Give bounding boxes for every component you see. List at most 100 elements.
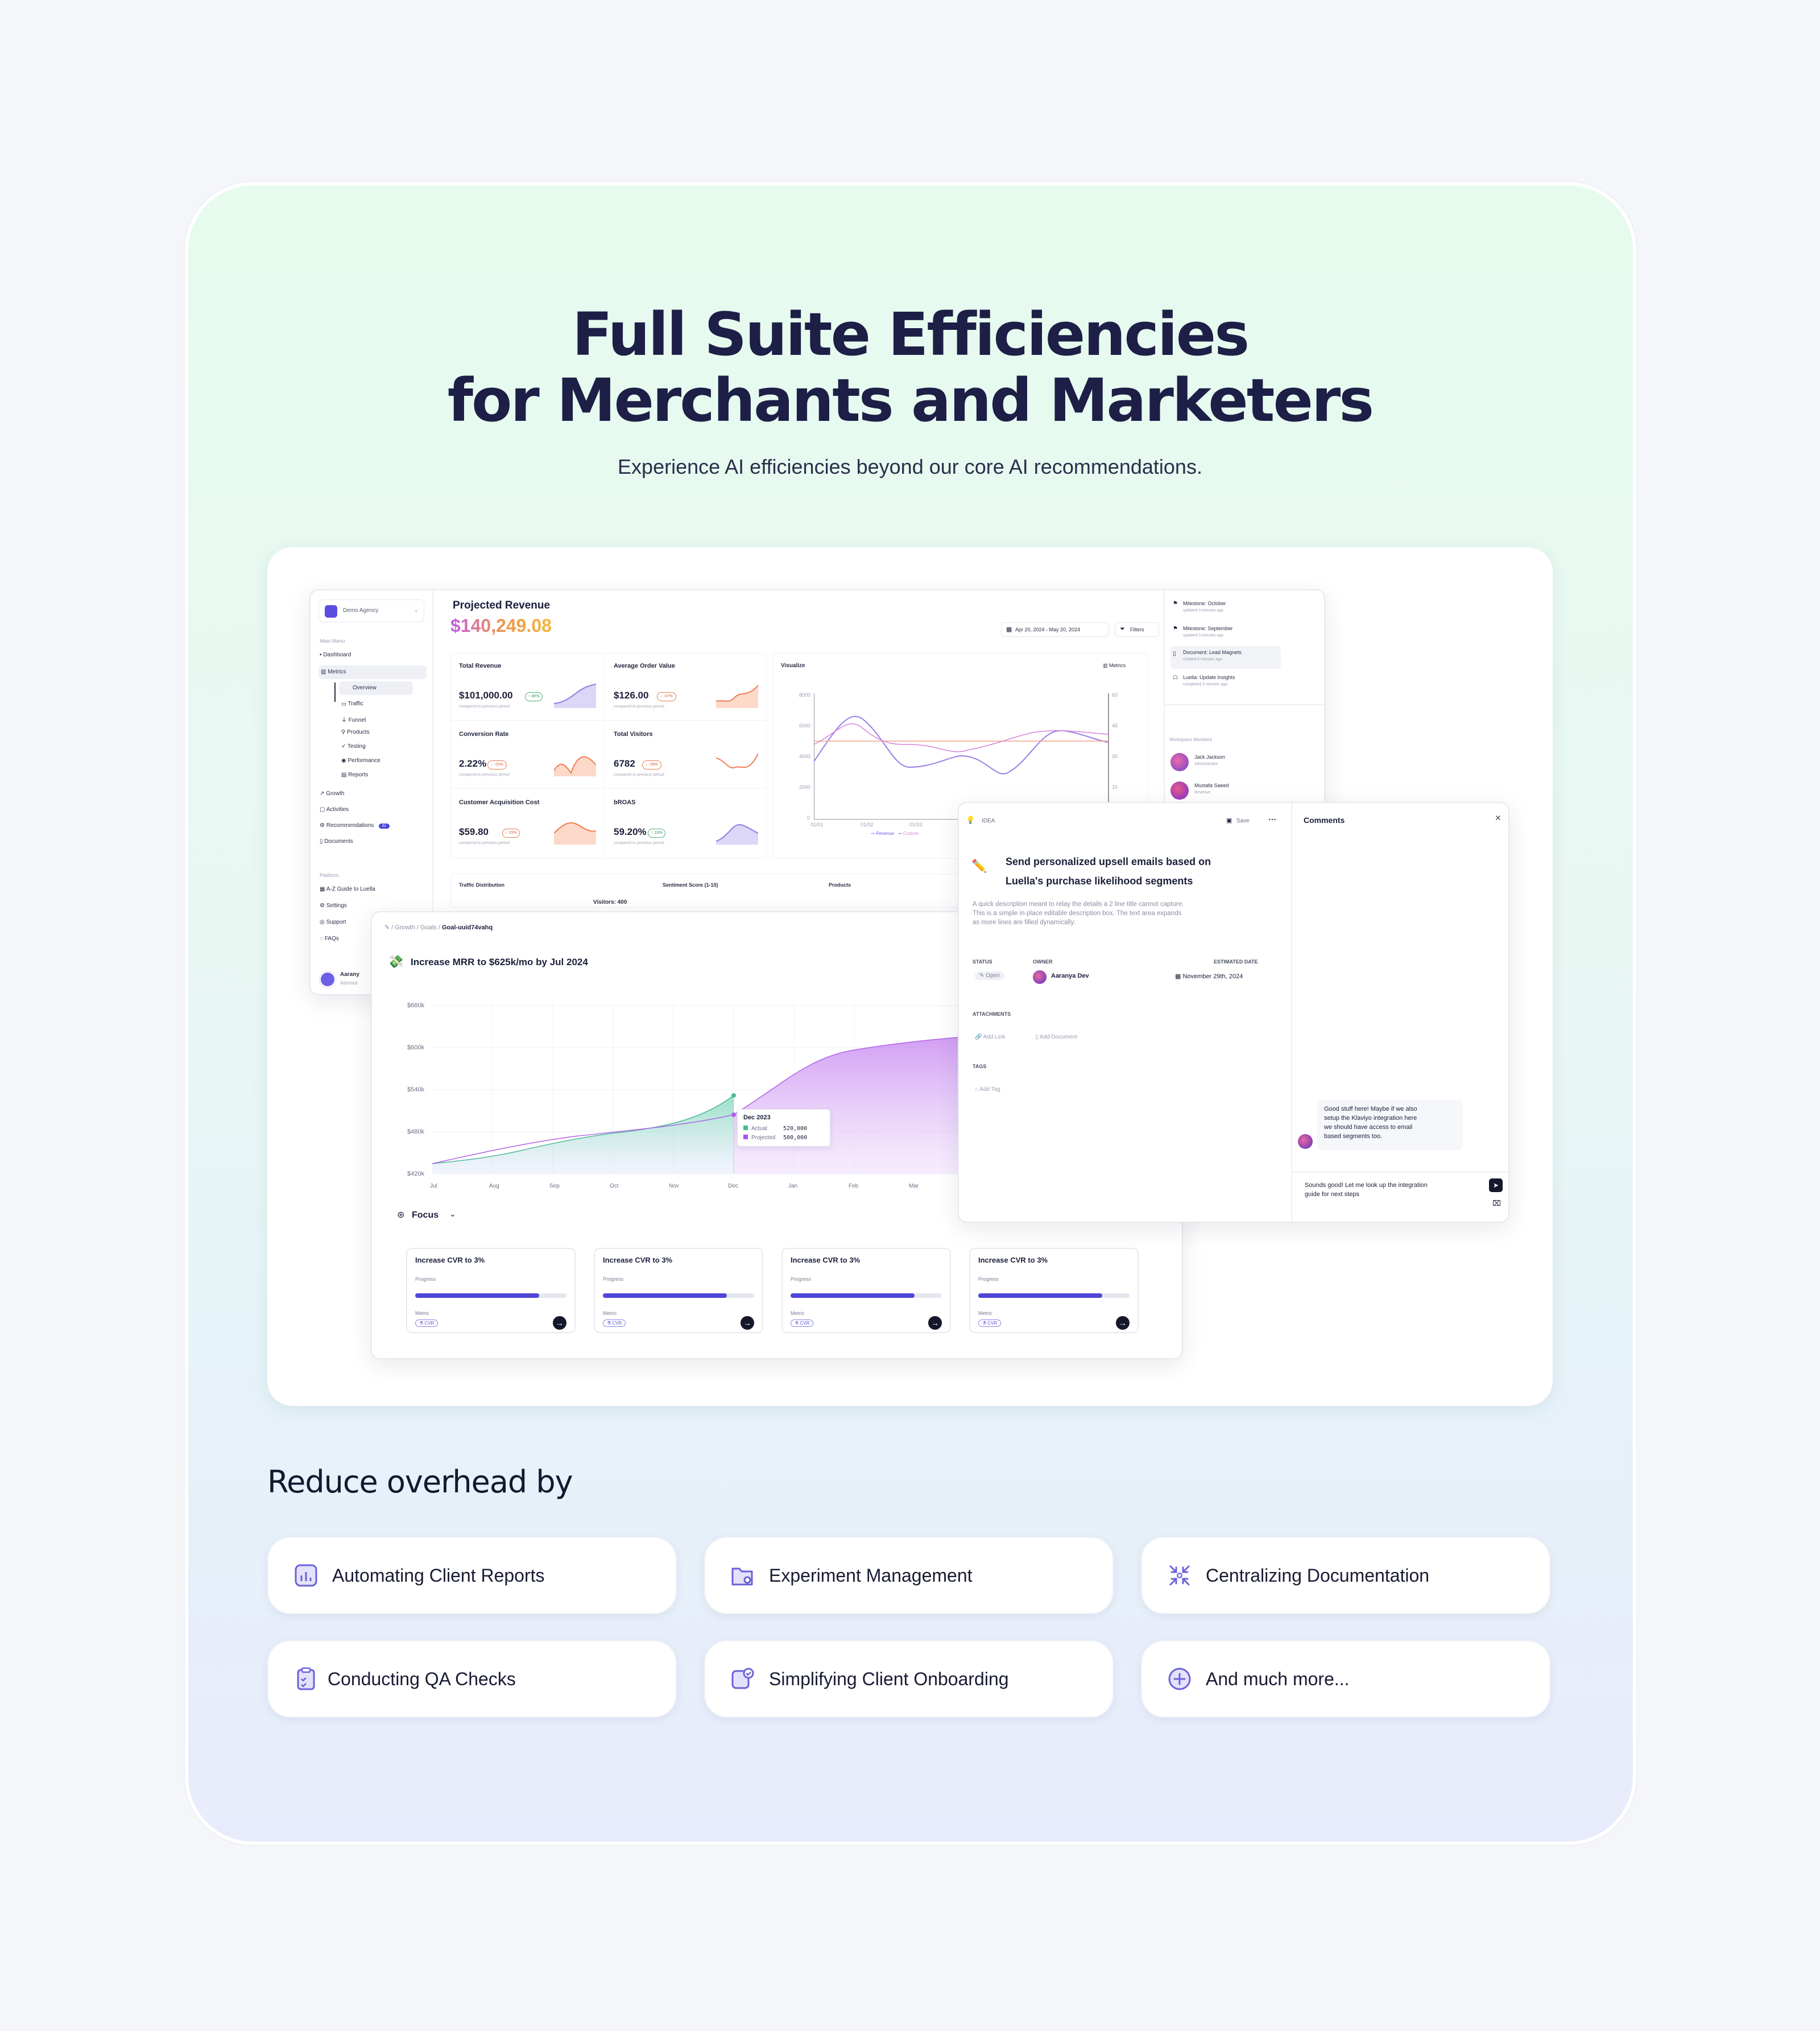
nav-guide[interactable]: ▦ A-Z Guide to Luella [320, 886, 375, 892]
focus-card[interactable]: Increase CVR to 3% Progress Metric ⚗ CVR… [406, 1248, 576, 1333]
feature-centralizing-documentation[interactable]: Centralizing Documentation [1141, 1537, 1550, 1614]
idea-window: 💡 IDEA ▣ Save ⋯ ✏️ Send personalized ups… [958, 802, 1509, 1223]
chart-legend: ⊸ Revenue ⊸ Custom [871, 831, 919, 836]
attachments-label: ATTACHMENTS [973, 1011, 1011, 1017]
clipboard-check-icon [297, 1667, 315, 1690]
arrow-right-icon[interactable]: → [553, 1316, 566, 1330]
add-link-button[interactable]: 🔗 Add Link [975, 1034, 1006, 1040]
nav-growth[interactable]: ↗ Growth [320, 791, 345, 797]
save-icon: ▣ [1226, 817, 1232, 824]
nav-recommendations[interactable]: ⚙ Recommendations AI [320, 822, 390, 829]
nav-reports[interactable]: ▤ Reports [341, 772, 369, 778]
avatar[interactable] [1170, 753, 1189, 771]
focus-icon: ⊛ [397, 1210, 405, 1220]
activity-divider [1165, 704, 1324, 705]
breadcrumb: ✎ / Growth / Goals / Goal-uuid74vahq [384, 924, 493, 931]
add-tag-button[interactable]: ⌂ Add Tag [975, 1086, 1000, 1093]
arrow-right-icon[interactable]: → [1116, 1316, 1130, 1330]
feature-automating-reports[interactable]: Automating Client Reports [267, 1537, 677, 1614]
workspace-switcher[interactable]: Demo Agency ⌄ [318, 599, 424, 622]
feature-label: Automating Client Reports [332, 1565, 545, 1586]
nav-support[interactable]: ◎ Support [320, 919, 346, 925]
kpi-aov[interactable]: Average Order Value $126.00 ↓ -37% compa… [606, 653, 766, 721]
activity-item[interactable]: ⚑ Milestone: September updated 3 minutes… [1173, 626, 1233, 638]
nav-metrics[interactable]: ▥ Metrics [318, 665, 427, 679]
focus-dropdown[interactable]: ⊛ Focus ⌄ [397, 1209, 456, 1220]
nav-settings[interactable]: ⚙ Settings [320, 903, 347, 909]
nav-funnel[interactable]: ⏚ Funnel [341, 717, 366, 723]
status-label: STATUS [973, 959, 992, 965]
feature-client-onboarding[interactable]: Simplifying Client Onboarding [704, 1640, 1114, 1718]
owner-name[interactable]: Aaranya Dev [1051, 973, 1089, 979]
feature-label: And much more... [1206, 1669, 1350, 1689]
goal-emoji-icon: 💸 [388, 954, 404, 969]
focus-card[interactable]: Increase CVR to 3% Progress Metric ⚗ CVR… [969, 1248, 1139, 1333]
nav-traffic[interactable]: ⚏ Traffic [341, 701, 363, 707]
nav-testing[interactable]: ✓ Testing [341, 743, 366, 750]
nav-dashboard[interactable]: ▪ Dashboard [320, 652, 351, 658]
close-icon[interactable]: ✕ [1495, 813, 1502, 822]
estimated-date[interactable]: ▦ November 29th, 2024 [1175, 973, 1243, 980]
nav-products[interactable]: ⚲ Products [341, 729, 370, 735]
kpi-total-revenue[interactable]: Total Revenue $101,000.00 ↑ 80% compared… [451, 653, 605, 721]
feature-label: Centralizing Documentation [1206, 1565, 1430, 1586]
progress-bar [978, 1293, 1130, 1298]
bot-icon: ☖ [1173, 675, 1178, 681]
date-range-picker[interactable]: ▦ Apr 20, 2024 - May 20, 2024 [1001, 622, 1109, 637]
idea-title[interactable]: Send personalized upsell emails based on… [1006, 856, 1211, 887]
avatar[interactable] [320, 971, 336, 987]
arrow-right-icon[interactable]: → [928, 1316, 942, 1330]
calendar-icon: ▦ [1006, 626, 1012, 633]
members-label: Workspace Members [1169, 737, 1213, 742]
projected-revenue-amount: $140,249.08 [450, 615, 552, 636]
breadcrumb-growth[interactable]: Growth [395, 924, 415, 931]
kpi-broas[interactable]: bROAS 59.20% ↑ 16% compared to previous … [606, 790, 766, 857]
platform-label: Platform [320, 872, 339, 878]
avatar[interactable] [1170, 781, 1189, 800]
activity-item[interactable]: ⚑ Milestone: October updated 3 minutes a… [1173, 601, 1226, 613]
focus-card[interactable]: Increase CVR to 3% Progress Metric ⚗ CVR… [594, 1248, 763, 1333]
nav-faqs[interactable]: ◌ FAQs [320, 936, 339, 942]
arrow-right-icon[interactable]: → [741, 1316, 754, 1330]
filters-button[interactable]: ⏷ Filters [1115, 622, 1159, 637]
activity-item[interactable]: ▯ Document: Lead Magnets created 5 minut… [1170, 646, 1281, 669]
save-button[interactable]: ▣ Save [1226, 817, 1250, 824]
attachment-icon[interactable]: ⌧ [1492, 1199, 1501, 1207]
more-icon[interactable]: ⋯ [1268, 814, 1276, 824]
nav-performance[interactable]: ◉ Performance [341, 758, 380, 764]
status-badge[interactable]: ✎ Open [975, 971, 1004, 980]
report-chart-icon [295, 1564, 317, 1587]
activity-item[interactable]: ☖ Luella: Update Insights completed 3 mi… [1173, 675, 1235, 686]
sparkline [554, 756, 596, 776]
chart-tooltip: Dec 2023 Actual 520,000 Projected 500,00… [737, 1109, 830, 1147]
add-document-button[interactable]: ▯ Add Document [1035, 1034, 1077, 1040]
metric-badge: ⚗ CVR [603, 1319, 626, 1327]
kpi-conversion-rate[interactable]: Conversion Rate 2.22% ↓ -15% compared to… [451, 722, 605, 789]
focus-card[interactable]: Increase CVR to 3% Progress Metric ⚗ CVR… [781, 1248, 951, 1333]
sparkline [554, 822, 596, 845]
feature-much-more[interactable]: And much more... [1141, 1640, 1550, 1718]
reply-input[interactable]: Sounds good! Let me look up the integrat… [1292, 1172, 1508, 1222]
filter-icon: ⏷ [1120, 626, 1125, 632]
metric-badge: ⚗ CVR [415, 1319, 439, 1327]
kpi-total-visitors[interactable]: Total Visitors 6782 ↓ -28% compared to p… [606, 722, 766, 789]
breadcrumb-goals[interactable]: Goals [420, 924, 437, 931]
kpi-cac[interactable]: Customer Acquisition Cost $59.80 ↑ 15% c… [451, 790, 605, 857]
nav-activities[interactable]: ▢ Activities [320, 806, 349, 813]
idea-description[interactable]: A quick description meant to relay the d… [973, 901, 1184, 926]
visualize-line-chart [814, 693, 1110, 820]
kpi-grid: Total Revenue $101,000.00 ↑ 80% compared… [450, 653, 767, 859]
product-screenshot-frame: Demo Agency ⌄ Main Menu ▪ Dashboard ▥ Me… [267, 547, 1553, 1406]
user-name: Aarany [340, 971, 359, 978]
sparkline [716, 753, 758, 769]
reduce-title: Reduce overhead by [267, 1464, 573, 1500]
nav-documents[interactable]: ▯ Documents [320, 838, 353, 845]
feature-qa-checks[interactable]: Conducting QA Checks [267, 1640, 677, 1718]
feature-experiment-management[interactable]: Experiment Management [704, 1537, 1114, 1614]
avatar [1298, 1134, 1313, 1149]
sparkline [554, 684, 596, 708]
sparkline [716, 824, 758, 845]
nav-overview[interactable]: Overview [339, 681, 413, 695]
send-button[interactable]: ➤ [1489, 1178, 1503, 1192]
metrics-toggle[interactable]: ▥ Metrics [1103, 663, 1126, 668]
